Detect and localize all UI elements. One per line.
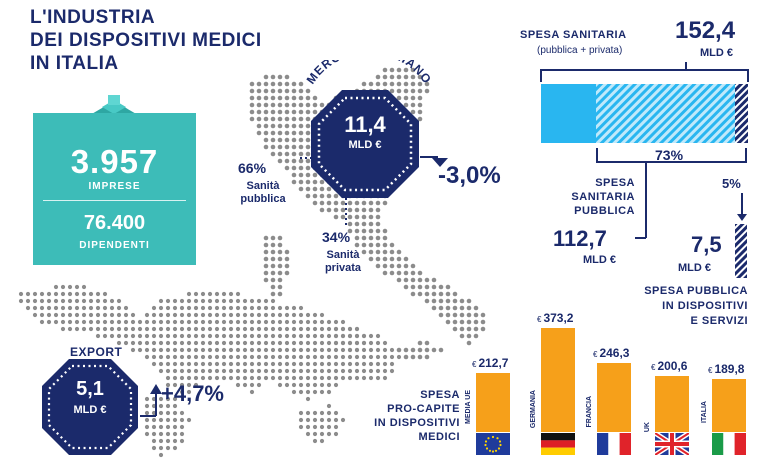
spesa-pubblica-label-line-2: SANITARIA bbox=[571, 191, 635, 203]
export-up-connector bbox=[140, 384, 162, 417]
title-line-3: IN ITALIA bbox=[30, 53, 119, 74]
bar-segment-private bbox=[541, 84, 596, 143]
bar-segment-public bbox=[596, 84, 735, 143]
spesa-pubblica-label: SPESA SANITARIA PUBBLICA bbox=[565, 176, 635, 218]
export-title: EXPORT bbox=[70, 345, 123, 359]
title-line-1: L'INDUSTRIA bbox=[30, 7, 156, 28]
export-octagon bbox=[42, 359, 138, 455]
pubblica-label-line-2: pubblica bbox=[240, 193, 286, 205]
spesa-sanitaria-value: 152,4 bbox=[675, 17, 736, 44]
world-dotted-map bbox=[18, 284, 402, 458]
pubblica-percent: 66% bbox=[238, 160, 267, 176]
export-unit: MLD € bbox=[73, 404, 107, 416]
spesa-pubblica-label-line-3: PUBBLICA bbox=[574, 205, 635, 217]
mercato-title-arc: MERCATO ITALIANO bbox=[304, 60, 434, 87]
italy-flag-icon bbox=[712, 433, 746, 455]
privata-label-line-1: Sanità bbox=[326, 249, 360, 261]
dispositivi-unit: MLD € bbox=[678, 262, 711, 274]
pubblica-label: Sanità pubblica bbox=[228, 180, 298, 206]
pro-capite-label-line-2: PRO-CAPITE bbox=[387, 403, 460, 415]
spesa-sanitaria-unit: MLD € bbox=[700, 47, 733, 59]
germany-flag-icon bbox=[541, 433, 575, 455]
dipendenti-value: 76.400 bbox=[83, 212, 146, 234]
pro-capite-label-line-4: MEDICI bbox=[418, 431, 460, 443]
dipendenti-label: DIPENDENTI bbox=[79, 240, 150, 251]
pro-capite-label-line-3: IN DISPOSITIVI bbox=[374, 417, 460, 429]
dispositivi-percent: 5% bbox=[722, 176, 741, 191]
uk-flag-icon bbox=[655, 433, 689, 455]
spesa-pubblica-percent: 73% bbox=[655, 147, 684, 163]
page-title: L'INDUSTRIA DEI DISPOSITIVI MEDICI IN IT… bbox=[30, 6, 350, 75]
title-line-2: DEI DISPOSITIVI MEDICI bbox=[30, 30, 262, 51]
down-arrow-icon bbox=[432, 158, 448, 167]
spesa-pubblica-value: 112,7 bbox=[553, 226, 607, 251]
imprese-label: IMPRESE bbox=[88, 181, 141, 192]
privata-label-line-2: privata bbox=[324, 262, 362, 274]
mercato-value: 11,4 bbox=[344, 112, 386, 137]
dispositivi-label: SPESA PUBBLICA IN DISPOSITIVI E SERVIZI bbox=[620, 284, 748, 329]
dispositivi-value: 7,5 bbox=[691, 232, 722, 257]
mercato-octagon bbox=[311, 90, 419, 198]
pubblica-label-line-1: Sanità bbox=[246, 180, 280, 192]
spesa-pubblica-label-line-1: SPESA bbox=[595, 177, 635, 189]
privata-label: Sanità privata bbox=[318, 249, 368, 275]
imprese-value: 3.957 bbox=[70, 143, 159, 180]
spesa-sanitaria-subtitle: (pubblica + privata) bbox=[537, 45, 623, 56]
export-change: +4,7% bbox=[161, 381, 224, 406]
mercato-change: -3,0% bbox=[438, 162, 501, 189]
spesa-sanitaria-title: SPESA SANITARIA bbox=[520, 29, 627, 41]
dispositivi-label-line-3: E SERVIZI bbox=[690, 315, 748, 327]
dispositivi-label-line-1: SPESA PUBBLICA bbox=[644, 285, 748, 297]
dispositivi-label-line-2: IN DISPOSITIVI bbox=[662, 300, 748, 312]
bar-segment-devices bbox=[735, 84, 748, 143]
eu-flag-icon bbox=[476, 433, 510, 455]
devices-bar bbox=[735, 224, 747, 278]
arrow-up-icon bbox=[150, 384, 162, 394]
arrow-down-icon bbox=[737, 214, 747, 221]
card-divider bbox=[43, 200, 186, 201]
spesa-pubblica-unit: MLD € bbox=[583, 254, 616, 266]
pro-capite-label-line-1: SPESA bbox=[420, 389, 460, 401]
companies-card: 3.957 IMPRESE 76.400 DIPENDENTI bbox=[33, 113, 196, 265]
export-value: 5,1 bbox=[76, 378, 104, 400]
pro-capite-label: SPESA PRO-CAPITE IN DISPOSITIVI MEDICI bbox=[348, 388, 460, 444]
privata-percent: 34% bbox=[322, 229, 351, 245]
mercato-unit: MLD € bbox=[348, 139, 382, 151]
france-flag-icon bbox=[597, 433, 631, 455]
